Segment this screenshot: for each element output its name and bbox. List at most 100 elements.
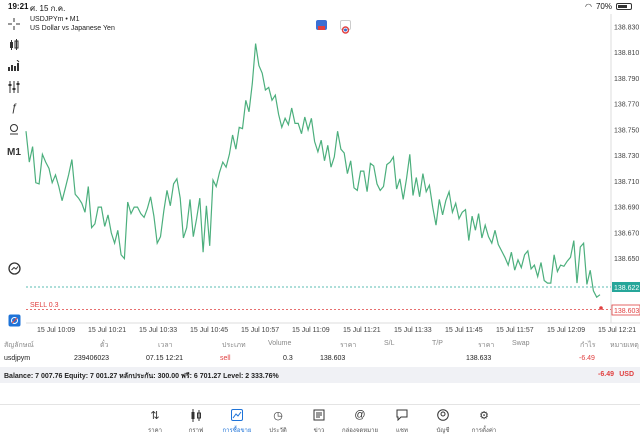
nav-trade[interactable]: การซื้อขาย [217,409,257,435]
chat-icon [382,409,422,423]
trade-signal-icon[interactable] [316,20,327,30]
settings-icon: ⚙ [479,410,489,422]
wifi-icon: ◠ [585,2,592,11]
nav-history[interactable]: ◷ ประวัติ [258,409,298,435]
symbol-timeframe: USDJPYm • M1 [30,16,80,23]
nav-chart-label: กราฟ [188,428,204,434]
x-tick-label: 15 Jul 11:21 [343,327,381,334]
quotes-icon: ⇅ [150,410,160,422]
status-right: ◠ 70% [585,2,632,11]
trade-symbol: usdjpym [4,355,31,362]
trade-open-price: 138.603 [320,355,346,362]
history-icon: ◷ [273,410,283,422]
timeframe-button[interactable]: M1 [7,146,21,158]
current-price-label: 138.622 [614,285,639,292]
chart-title-block: USDJPYm • M1 US Dollar vs Japanese Yen [30,15,115,33]
crosshair-icon[interactable] [6,16,22,32]
col-time: เวลา [158,342,173,349]
candles-icon [176,409,216,423]
x-tick-label: 15 Jul 12:09 [547,327,585,334]
chart-toolbar: ƒ M1 [0,14,26,334]
settings-sliders-icon[interactable] [6,79,22,95]
x-tick-label: 15 Jul 10:09 [37,327,75,334]
trade-current-price: 138.633 [466,355,492,362]
indicators-icon[interactable] [6,58,22,74]
position-marker [599,306,603,310]
y-tick-label: 138.650 [614,256,639,263]
x-tick-label: 15 Jul 11:09 [292,327,330,334]
y-tick-label: 138.750 [614,127,639,134]
col-sl: S/L [384,340,395,347]
y-tick-label: 138.710 [614,179,639,186]
nav-mailbox[interactable]: @ กล่องจดหมาย [340,409,380,435]
trade-time: 07.15 12:21 [146,355,183,362]
col-tp: T/P [432,340,443,347]
balance-currency: USD [619,371,634,378]
bottom-nav: ⇅ ราคา กราฟ การซื้อขาย ◷ ประวัติ ข่าว @ … [0,404,640,447]
y-tick-label: 138.770 [614,102,639,109]
y-tick-label: 138.830 [614,24,639,31]
trade-icon [217,409,257,423]
x-tick-label: 15 Jul 11:33 [394,327,432,334]
nav-news-label: ข่าว [313,428,325,434]
nav-quotes-label: ราคา [148,428,162,434]
trade-ticket: 239406023 [74,355,110,362]
price-series-line [25,43,601,299]
col-comment: หมายเหตุ [610,342,639,349]
current-price-tag [612,282,640,292]
battery-percent: 70% [595,2,612,11]
trades-table-header: สัญลักษณ์ ตั๋ว เวลา ประเภท Volume ราคา S… [0,337,640,351]
nav-settings[interactable]: ⚙ การตั้งค่า [464,409,504,435]
balance-summary: Balance: 7 007.76 Equity: 7 001.27 หลักป… [4,373,279,380]
zoom-icon[interactable] [6,260,22,276]
timer-icon[interactable] [340,20,351,34]
sell-position-label[interactable]: SELL 0.3 [30,302,59,309]
col-ticket: ตั๋ว [100,342,109,349]
y-tick-label: 138.810 [614,50,639,57]
nav-trade-label: การซื้อขาย [222,428,252,434]
trade-type: sell [220,355,231,362]
status-bar: 19:21 ศ. 15 ก.ค. ◠ 70% [0,0,640,14]
col-profit: กำไร [580,342,596,349]
x-tick-label: 15 Jul 10:57 [241,327,279,334]
col-current-price: ราคา [478,342,495,349]
chart-type-icon[interactable] [6,37,22,53]
nav-news[interactable]: ข่าว [299,409,339,435]
x-tick-label: 15 Jul 11:45 [445,327,483,334]
nav-mailbox-label: กล่องจดหมาย [341,428,379,434]
symbol-description: US Dollar vs Japanese Yen [30,25,115,32]
col-volume: Volume [268,340,292,347]
balance-profit: -6.49 [598,371,614,378]
y-tick-label: 138.790 [614,76,639,83]
account-icon [423,409,463,423]
nav-chat[interactable]: แชท [382,409,422,435]
mailbox-icon: @ [354,409,366,421]
x-tick-label: 15 Jul 11:57 [496,327,534,334]
nav-chat-label: แชท [396,428,408,434]
trade-profit: -6.49 [579,355,595,362]
y-tick-label: 138.730 [614,153,639,160]
col-type: ประเภท [222,342,246,349]
y-tick-label: 138.690 [614,205,639,212]
sell-price-tag [611,304,640,316]
nav-account[interactable]: บัญชี [423,409,463,435]
x-tick-label: 15 Jul 10:45 [190,327,228,334]
nav-quotes[interactable]: ⇅ ราคา [135,409,175,435]
trade-volume: 0.3 [283,355,293,362]
objects-icon[interactable] [6,121,22,137]
x-tick-label: 15 Jul 12:21 [598,327,636,334]
status-date: ศ. 15 ก.ค. [30,4,66,13]
one-click-trading-icon[interactable] [6,312,22,328]
nav-chart[interactable]: กราฟ [176,409,216,435]
battery-icon [616,3,632,10]
nav-settings-label: การตั้งค่า [471,428,497,434]
function-icon[interactable]: ƒ [10,102,18,114]
price-chart[interactable]: 138.830 138.810 138.790 138.770 138.750 138.7… [0,0,640,337]
trade-row[interactable]: usdjpym 239406023 07.15 12:21 sell 0.3 1… [0,352,640,366]
nav-history-label: ประวัติ [269,428,287,434]
col-swap: Swap [512,340,530,347]
col-open-price: ราคา [340,342,357,349]
status-time: 19:21 [8,2,29,11]
x-tick-label: 15 Jul 10:33 [139,327,177,334]
news-icon [299,409,339,423]
